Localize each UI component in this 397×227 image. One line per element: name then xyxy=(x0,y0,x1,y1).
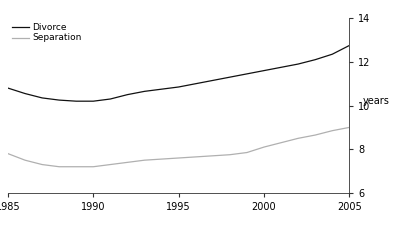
Legend: Divorce, Separation: Divorce, Separation xyxy=(12,23,82,42)
Divorce xyxy=(40,96,44,99)
Divorce xyxy=(245,72,249,75)
Separation xyxy=(193,155,198,158)
Y-axis label: years: years xyxy=(363,96,390,106)
Divorce xyxy=(262,69,266,72)
Divorce xyxy=(159,88,164,91)
Divorce xyxy=(142,90,147,93)
Divorce xyxy=(313,58,318,61)
Divorce xyxy=(108,98,113,100)
Separation xyxy=(347,126,352,129)
Separation xyxy=(227,153,232,156)
Separation xyxy=(159,158,164,160)
Divorce xyxy=(210,79,215,82)
Divorce xyxy=(296,63,301,65)
Separation xyxy=(142,159,147,162)
Divorce xyxy=(330,53,335,56)
Separation xyxy=(74,165,79,168)
Separation xyxy=(176,157,181,159)
Separation xyxy=(125,161,130,164)
Separation xyxy=(108,163,113,166)
Separation xyxy=(313,134,318,136)
Divorce xyxy=(23,92,27,95)
Separation xyxy=(6,152,10,155)
Separation xyxy=(279,141,283,144)
Separation xyxy=(57,165,62,168)
Divorce xyxy=(279,66,283,69)
Separation xyxy=(245,151,249,154)
Separation xyxy=(330,129,335,132)
Separation xyxy=(40,163,44,166)
Separation xyxy=(210,154,215,157)
Divorce xyxy=(193,82,198,85)
Separation xyxy=(23,159,27,162)
Separation xyxy=(91,165,96,168)
Divorce xyxy=(91,100,96,103)
Divorce xyxy=(227,76,232,79)
Separation xyxy=(262,146,266,148)
Divorce xyxy=(176,86,181,88)
Line: Divorce: Divorce xyxy=(8,45,349,101)
Divorce xyxy=(125,93,130,96)
Divorce xyxy=(74,100,79,103)
Divorce xyxy=(347,44,352,47)
Divorce xyxy=(6,87,10,89)
Separation xyxy=(296,137,301,140)
Line: Separation: Separation xyxy=(8,127,349,167)
Divorce xyxy=(57,99,62,101)
